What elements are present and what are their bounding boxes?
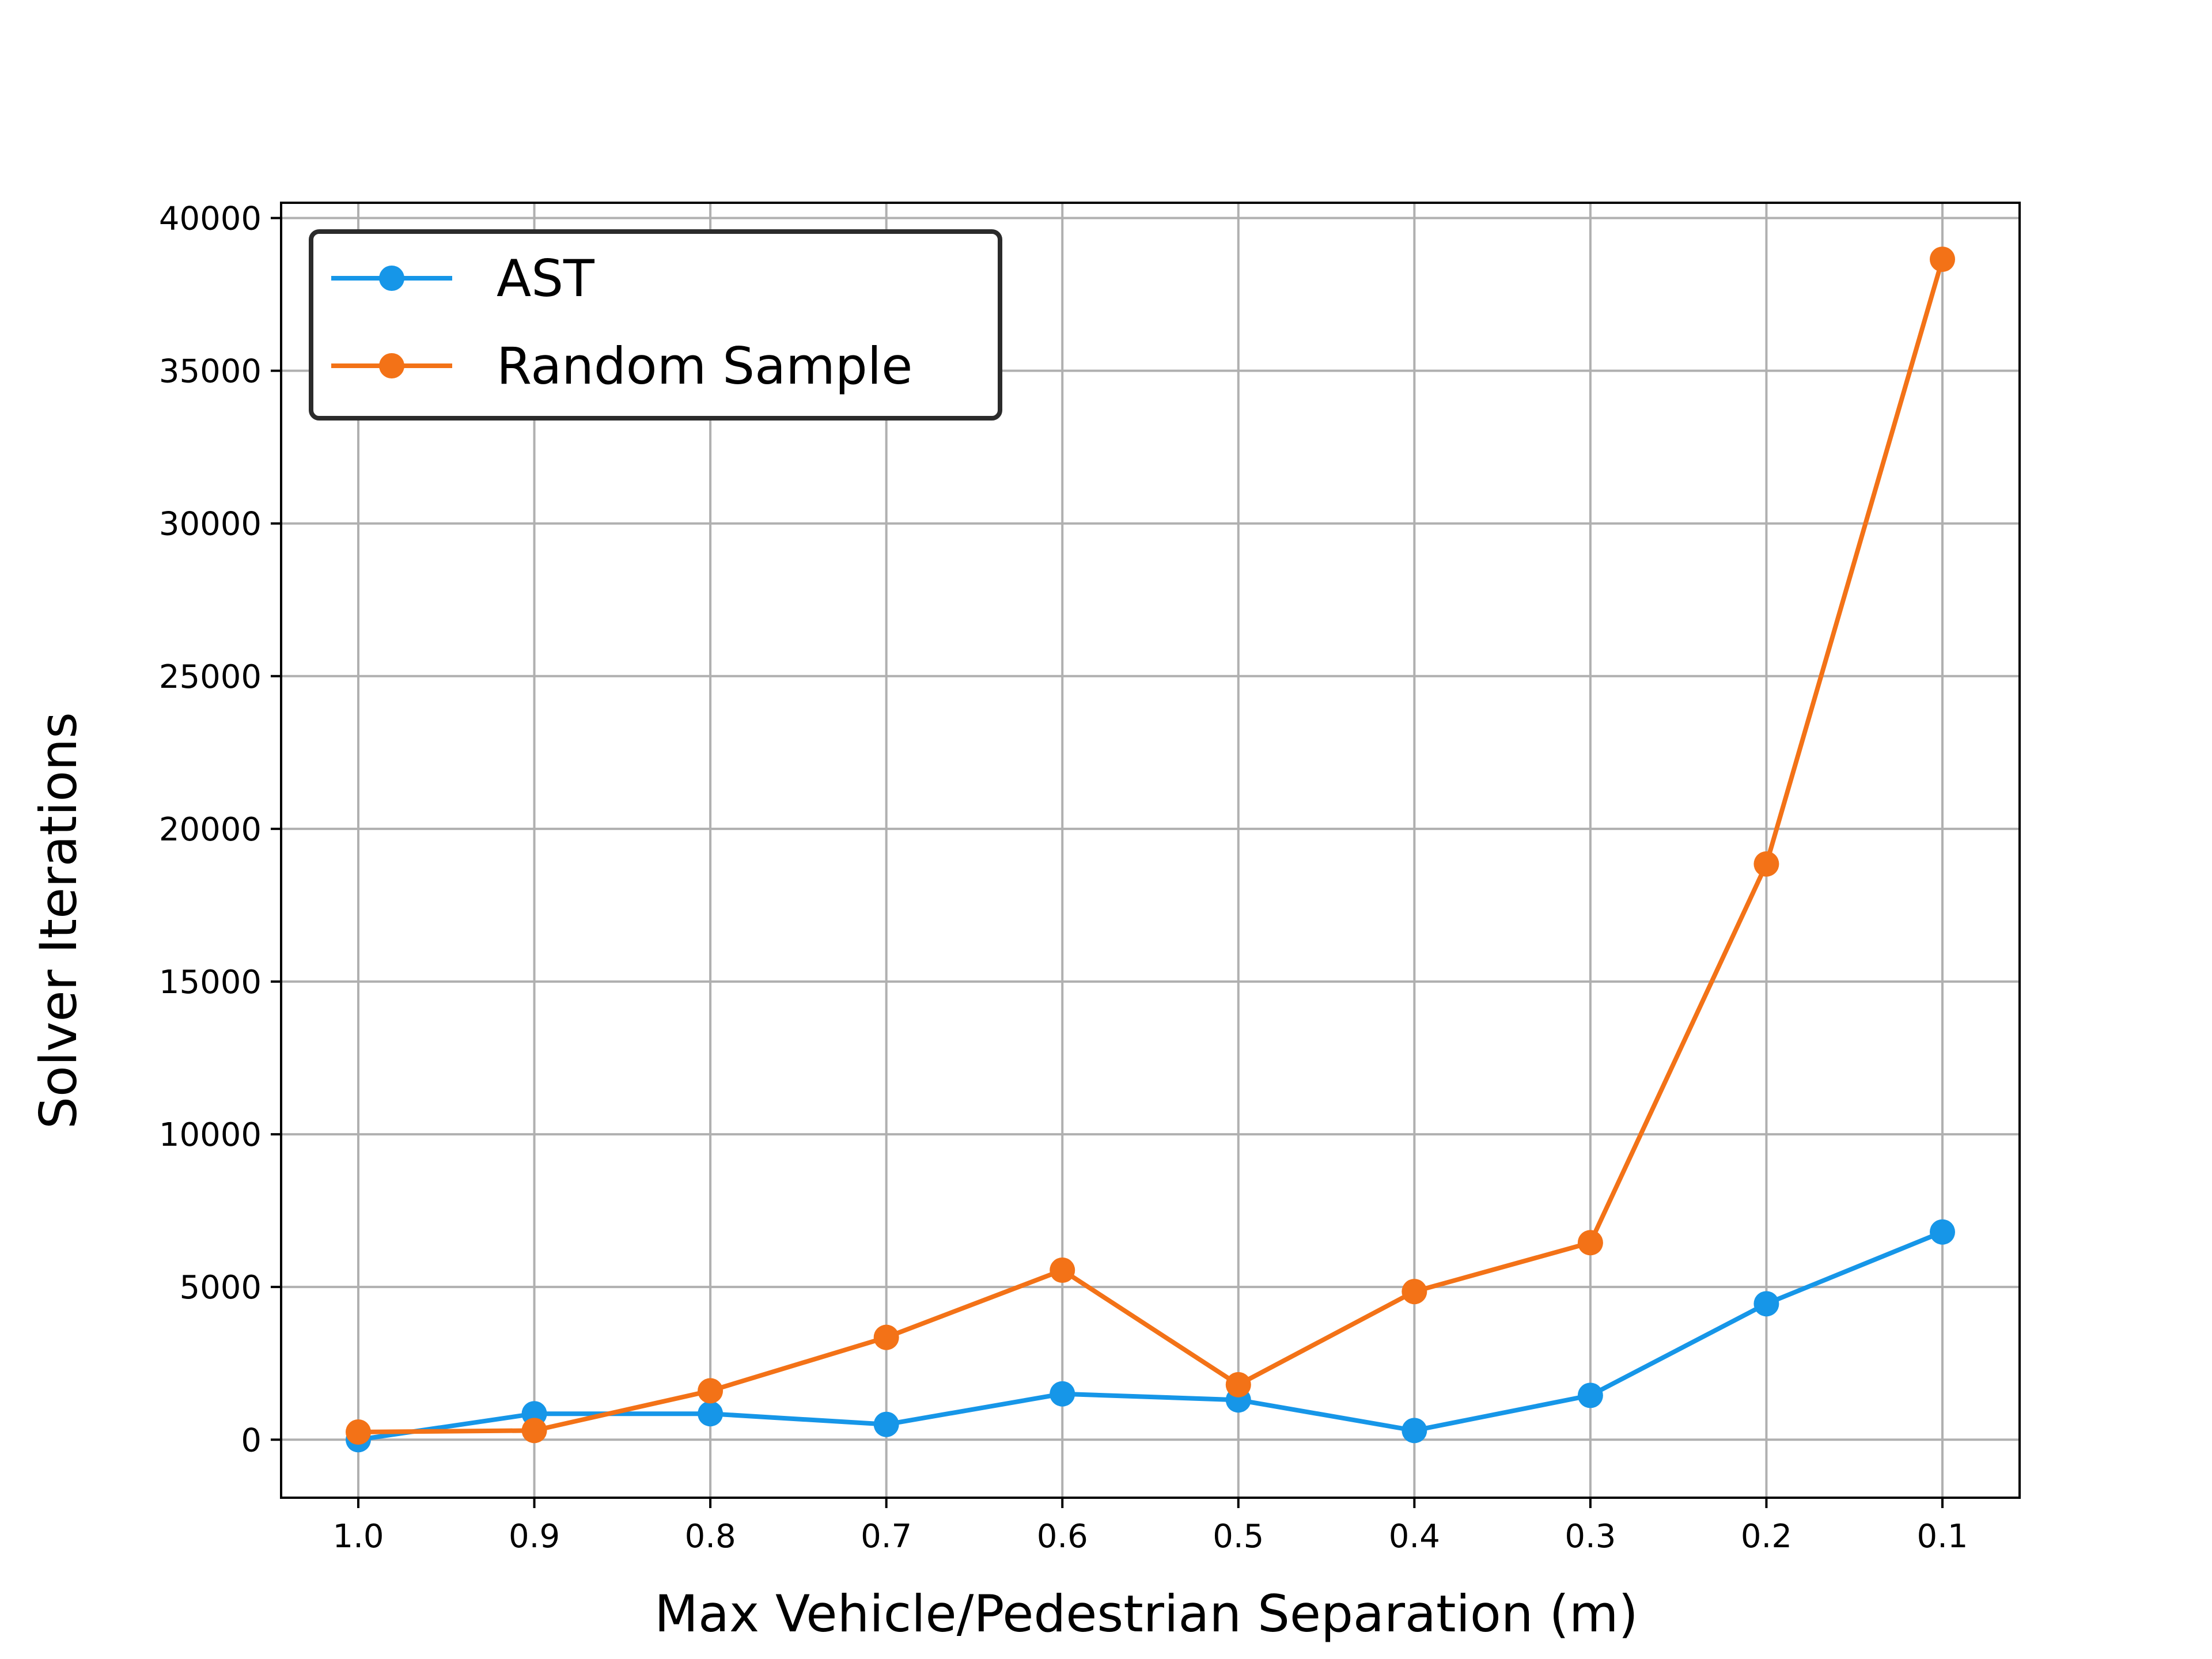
plot-frame (280, 202, 2021, 1499)
data-point-random-sample (1577, 1230, 1603, 1256)
y-axis-label: Solver Iterations (29, 712, 88, 1129)
y-tick-label: 5000 (179, 1269, 262, 1306)
y-tick-label: 0 (241, 1422, 262, 1459)
data-point-random-sample (521, 1418, 547, 1444)
data-point-random-sample (1225, 1372, 1251, 1397)
y-tick-label: 30000 (159, 506, 262, 543)
x-axis-ticks: 1.0 0.9 0.8 0.7 0.6 0.5 0.4 0.3 0.2 0.1 (332, 1498, 1968, 1555)
y-tick-label: 40000 (159, 200, 262, 238)
data-series (346, 247, 1955, 1453)
data-point-random-sample (1402, 1279, 1427, 1305)
x-tick-label: 0.2 (1741, 1518, 1792, 1555)
y-axis-ticks: 0 5000 10000 15000 20000 25000 30000 35000 40000 (159, 200, 281, 1459)
series-line-ast (356, 1229, 1945, 1442)
legend-marker-ast (379, 266, 404, 291)
data-point-random-sample (1753, 851, 1779, 877)
series-line-random-sample (356, 257, 1945, 1435)
x-tick-label: 0.1 (1916, 1518, 1968, 1555)
data-point-ast (873, 1411, 899, 1437)
data-point-ast (1577, 1382, 1603, 1408)
legend-label-ast: AST (497, 249, 595, 308)
y-tick-label: 35000 (159, 353, 262, 391)
legend: AST Random Sample (309, 229, 1002, 421)
data-point-random-sample (346, 1419, 371, 1445)
legend-box (309, 229, 1002, 421)
x-tick-label: 0.4 (1389, 1518, 1440, 1555)
x-tick-label: 0.5 (1213, 1518, 1264, 1555)
x-tick-label: 0.8 (685, 1518, 736, 1555)
x-tick-label: 0.9 (509, 1518, 560, 1555)
data-point-random-sample (1050, 1257, 1075, 1283)
data-point-ast (1402, 1418, 1427, 1444)
data-point-ast (1050, 1381, 1075, 1407)
x-tick-label: 1.0 (332, 1518, 384, 1555)
y-tick-label: 10000 (159, 1116, 262, 1154)
data-point-ast (1930, 1219, 1955, 1245)
legend-label-random-sample: Random Sample (497, 336, 912, 396)
y-tick-label: 25000 (159, 658, 262, 696)
y-tick-label: 20000 (159, 811, 262, 849)
x-axis-label: Max Vehicle/Pedestrian Separation (m) (654, 1584, 1638, 1643)
data-point-ast (1753, 1291, 1779, 1317)
data-point-random-sample (1930, 247, 1955, 272)
x-tick-label: 0.3 (1565, 1518, 1616, 1555)
data-point-ast (698, 1401, 724, 1427)
data-point-random-sample (873, 1324, 899, 1350)
series-random-sample (346, 247, 1955, 1445)
x-tick-label: 0.7 (861, 1518, 912, 1555)
data-point-random-sample (698, 1378, 724, 1404)
legend-marker-random-sample (379, 353, 404, 378)
x-tick-label: 0.6 (1037, 1518, 1088, 1555)
y-tick-label: 15000 (159, 964, 262, 1001)
